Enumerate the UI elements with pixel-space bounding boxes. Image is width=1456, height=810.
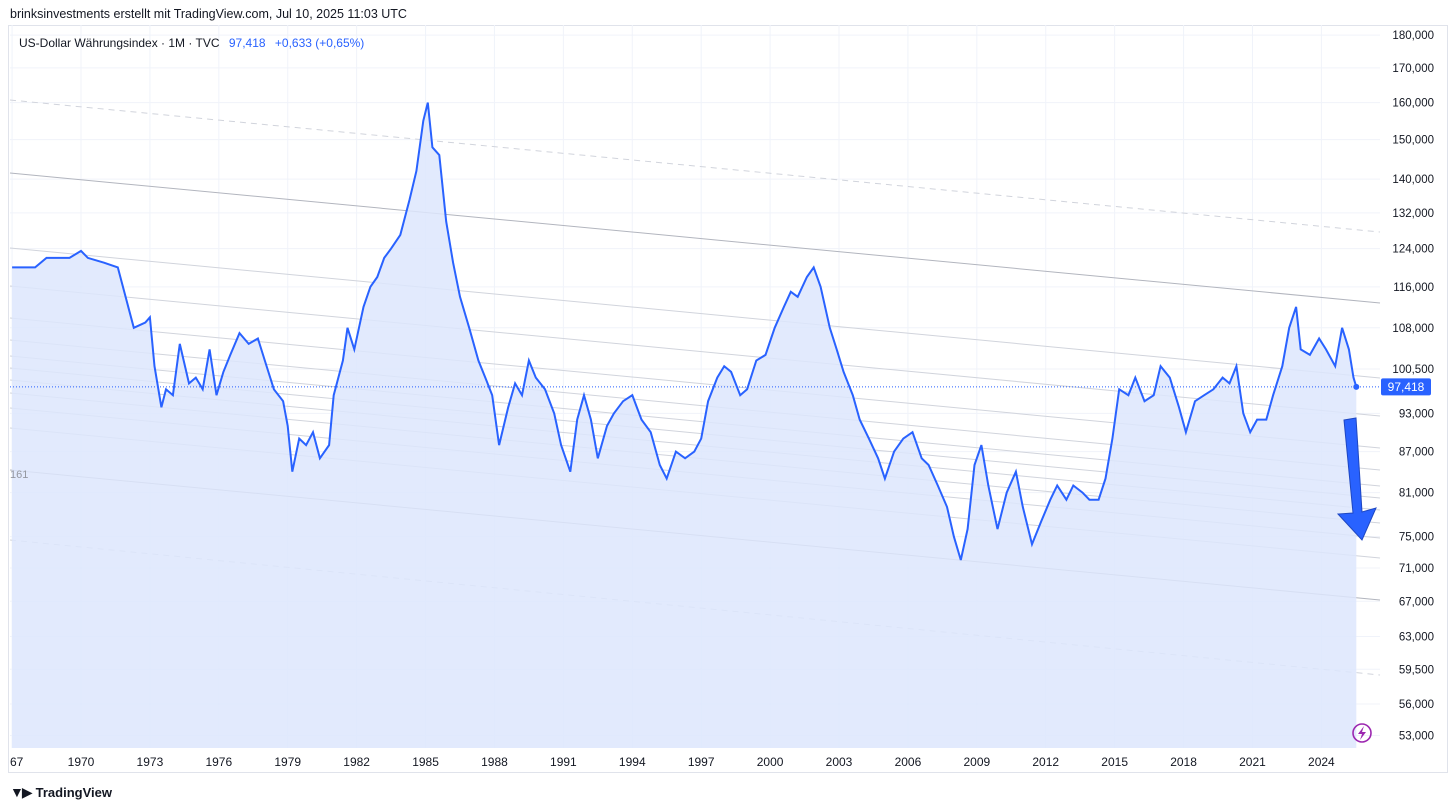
y-tick-label: 87,000 bbox=[1399, 447, 1434, 459]
series-legend[interactable]: US-Dollar Währungsindex · 1M · TVC 97,41… bbox=[19, 36, 364, 50]
last-price-tag-bg bbox=[1381, 378, 1431, 396]
y-tick-label: 53,000 bbox=[1399, 731, 1434, 743]
y-tick-label: 132,000 bbox=[1392, 208, 1434, 220]
x-tick-label: 1988 bbox=[481, 755, 508, 769]
x-tick-label: 1982 bbox=[343, 755, 370, 769]
y-tick-label: 180,000 bbox=[1392, 30, 1434, 42]
y-tick-label: 140,000 bbox=[1392, 174, 1434, 186]
x-tick-label: 1976 bbox=[205, 755, 232, 769]
x-tick-label: 2009 bbox=[963, 755, 990, 769]
x-tick-label: 67 bbox=[10, 755, 24, 769]
price-line bbox=[12, 102, 1358, 561]
y-tick-label: 116,000 bbox=[1393, 282, 1434, 294]
y-tick-label: 75,000 bbox=[1399, 532, 1434, 544]
x-tick-label: 2024 bbox=[1308, 755, 1335, 769]
y-tick-label: 160,000 bbox=[1392, 98, 1434, 110]
chart-credit: brinksinvestments erstellt mit TradingVi… bbox=[10, 7, 407, 21]
x-tick-label: 1994 bbox=[619, 755, 646, 769]
tradingview-logo-icon: ▼▶ bbox=[10, 784, 33, 800]
x-tick-label: 1991 bbox=[550, 755, 577, 769]
y-tick-label: 63,000 bbox=[1399, 632, 1434, 644]
x-tick-label: 2012 bbox=[1032, 755, 1059, 769]
x-tick-label: 1973 bbox=[137, 755, 164, 769]
last-point-marker bbox=[1353, 383, 1360, 390]
x-tick-label: 1979 bbox=[274, 755, 301, 769]
x-tick-label: 1970 bbox=[68, 755, 95, 769]
y-tick-label: 71,000 bbox=[1399, 563, 1434, 575]
left-edge-label: 161 bbox=[10, 469, 28, 481]
change-value: +0,633 (+0,65%) bbox=[274, 36, 365, 50]
x-tick-label: 2003 bbox=[826, 755, 853, 769]
x-tick-label: 1985 bbox=[412, 755, 439, 769]
y-tick-label: 56,000 bbox=[1399, 699, 1434, 711]
y-tick-label: 170,000 bbox=[1392, 63, 1434, 75]
y-tick-label: 59,500 bbox=[1399, 664, 1434, 676]
y-tick-label: 93,000 bbox=[1399, 408, 1434, 420]
y-tick-label: 150,000 bbox=[1392, 135, 1434, 147]
down-arrow-icon bbox=[1336, 417, 1377, 541]
x-axis: 67 1970 1973 1976 1979 1982 1985 1988 1991 1994 19… bbox=[10, 755, 1335, 769]
symbol-label: US-Dollar Währungsindex · 1M · TVC bbox=[19, 36, 220, 50]
x-tick-label: 2000 bbox=[757, 755, 784, 769]
x-tick-label: 1997 bbox=[688, 755, 715, 769]
x-tick-label: 2021 bbox=[1239, 755, 1266, 769]
last-price-tag: 97,418 bbox=[1381, 378, 1431, 396]
x-tick-label: 2006 bbox=[895, 755, 922, 769]
last-price-tag-text: 97,418 bbox=[1388, 380, 1425, 394]
x-tick-label: 2015 bbox=[1101, 755, 1128, 769]
y-tick-label: 124,000 bbox=[1392, 244, 1434, 256]
y-tick-label: 108,000 bbox=[1392, 323, 1434, 335]
y-tick-label: 100,500 bbox=[1392, 364, 1434, 376]
channel-line bbox=[9, 172, 1381, 304]
x-tick-label: 2018 bbox=[1170, 755, 1197, 769]
lightning-icon[interactable] bbox=[1352, 723, 1372, 743]
channel-line bbox=[9, 285, 1381, 417]
y-axis: 180,000 170,000 160,000 150,000 140,000 132,0… bbox=[1392, 30, 1434, 742]
brand-label: TradingView bbox=[35, 785, 112, 800]
chart-frame[interactable] bbox=[8, 25, 1448, 773]
last-value: 97,418 bbox=[228, 36, 266, 50]
price-area bbox=[12, 102, 1357, 749]
y-tick-label: 67,000 bbox=[1399, 596, 1434, 608]
y-tick-label: 81,000 bbox=[1399, 488, 1434, 500]
channel-line bbox=[9, 247, 1381, 379]
channel-line-dashed bbox=[9, 99, 1381, 233]
tradingview-logo[interactable]: ▼▶ TradingView bbox=[10, 784, 112, 801]
